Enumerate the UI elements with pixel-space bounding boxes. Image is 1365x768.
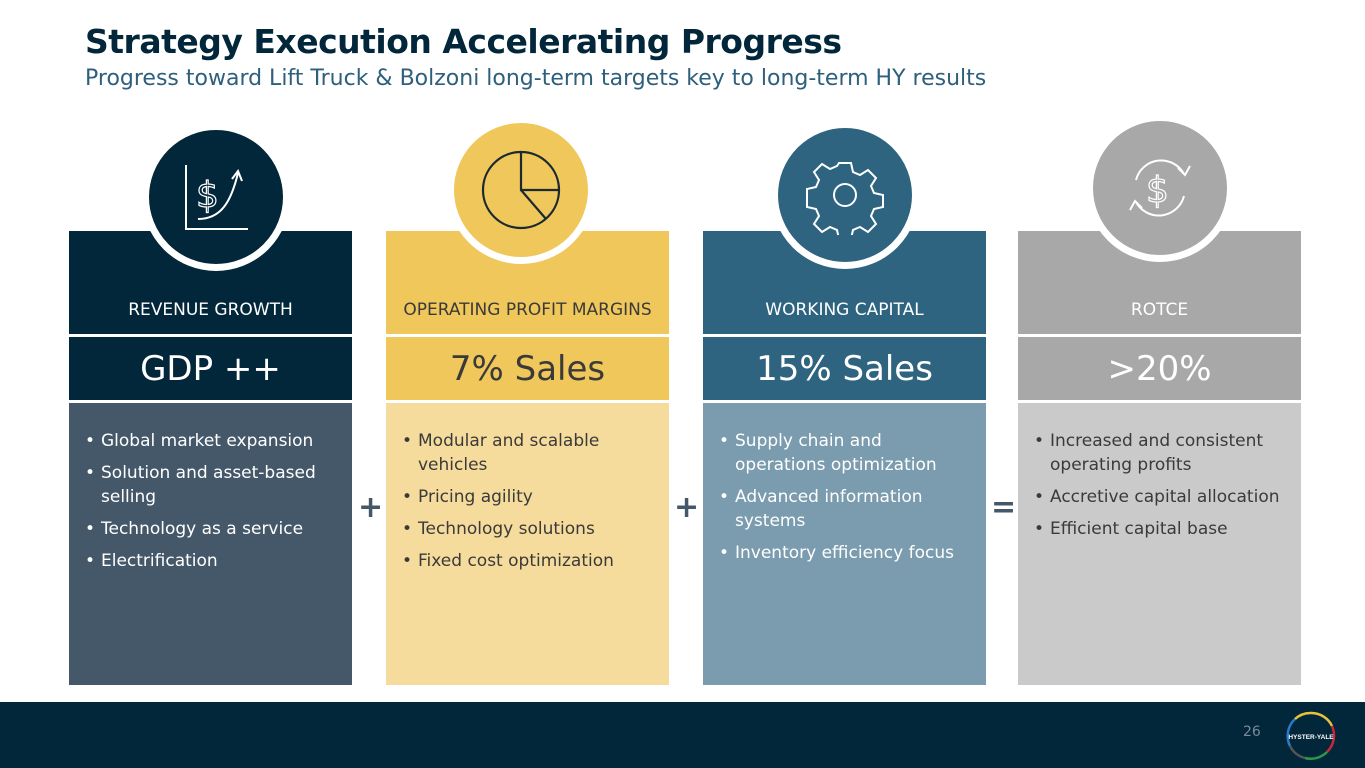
target-column-3: WORKING CAPITAL 15% Sales Supply chain a… (703, 231, 986, 685)
target-column-2: OPERATING PROFIT MARGINS 7% Sales Modula… (386, 231, 669, 685)
page-number: 26 (1243, 724, 1261, 740)
target-value: >20% (1018, 337, 1301, 400)
bullet-item: Inventory efficiency focus (719, 541, 966, 565)
target-column-4: ROTCE >20% Increased and consistent oper… (1018, 231, 1301, 685)
revenue-growth-chart-icon: $ (142, 123, 290, 271)
target-column-1: REVENUE GROWTH GDP ++ Global market expa… (69, 231, 352, 685)
bullet-item: Modular and scalable vehicles (402, 429, 649, 477)
svg-text:HYSTER-YALE: HYSTER-YALE (1288, 734, 1334, 741)
svg-text:$: $ (1146, 170, 1169, 211)
hyster-yale-logo: HYSTER-YALE (1286, 711, 1336, 760)
bullet-item: Fixed cost optimization (402, 549, 649, 573)
bullet-list: Increased and consistent operating profi… (1018, 403, 1301, 685)
page-subtitle: Progress toward Lift Truck & Bolzoni lon… (85, 66, 987, 91)
target-value: GDP ++ (69, 337, 352, 400)
bullet-item: Advanced information systems (719, 485, 966, 533)
bullet-item: Electrification (85, 549, 332, 573)
target-value: 7% Sales (386, 337, 669, 400)
bullet-item: Technology solutions (402, 517, 649, 541)
bullet-item: Efficient capital base (1034, 517, 1281, 541)
bullet-list: Supply chain and operations optimization… (703, 403, 986, 685)
svg-text:$: $ (196, 175, 219, 216)
dollar-cycle-icon: $ (1086, 114, 1234, 262)
gear-icon (771, 121, 919, 269)
equals-operator: = (991, 490, 1017, 525)
bullet-item: Increased and consistent operating profi… (1034, 429, 1281, 477)
bullet-item: Supply chain and operations optimization (719, 429, 966, 477)
plus-operator: + (674, 490, 700, 525)
target-value: 15% Sales (703, 337, 986, 400)
bullet-item: Global market expansion (85, 429, 332, 453)
bullet-item: Technology as a service (85, 517, 332, 541)
bullet-item: Accretive capital allocation (1034, 485, 1281, 509)
bullet-item: Pricing agility (402, 485, 649, 509)
pie-chart-icon (447, 116, 595, 264)
plus-operator: + (358, 490, 384, 525)
bullet-list: Global market expansion Solution and asse… (69, 403, 352, 685)
bullet-list: Modular and scalable vehicles Pricing agi… (386, 403, 669, 685)
page-title: Strategy Execution Accelerating Progress (85, 22, 842, 61)
bullet-item: Solution and asset-based selling (85, 461, 332, 509)
footer-bar (0, 702, 1365, 768)
